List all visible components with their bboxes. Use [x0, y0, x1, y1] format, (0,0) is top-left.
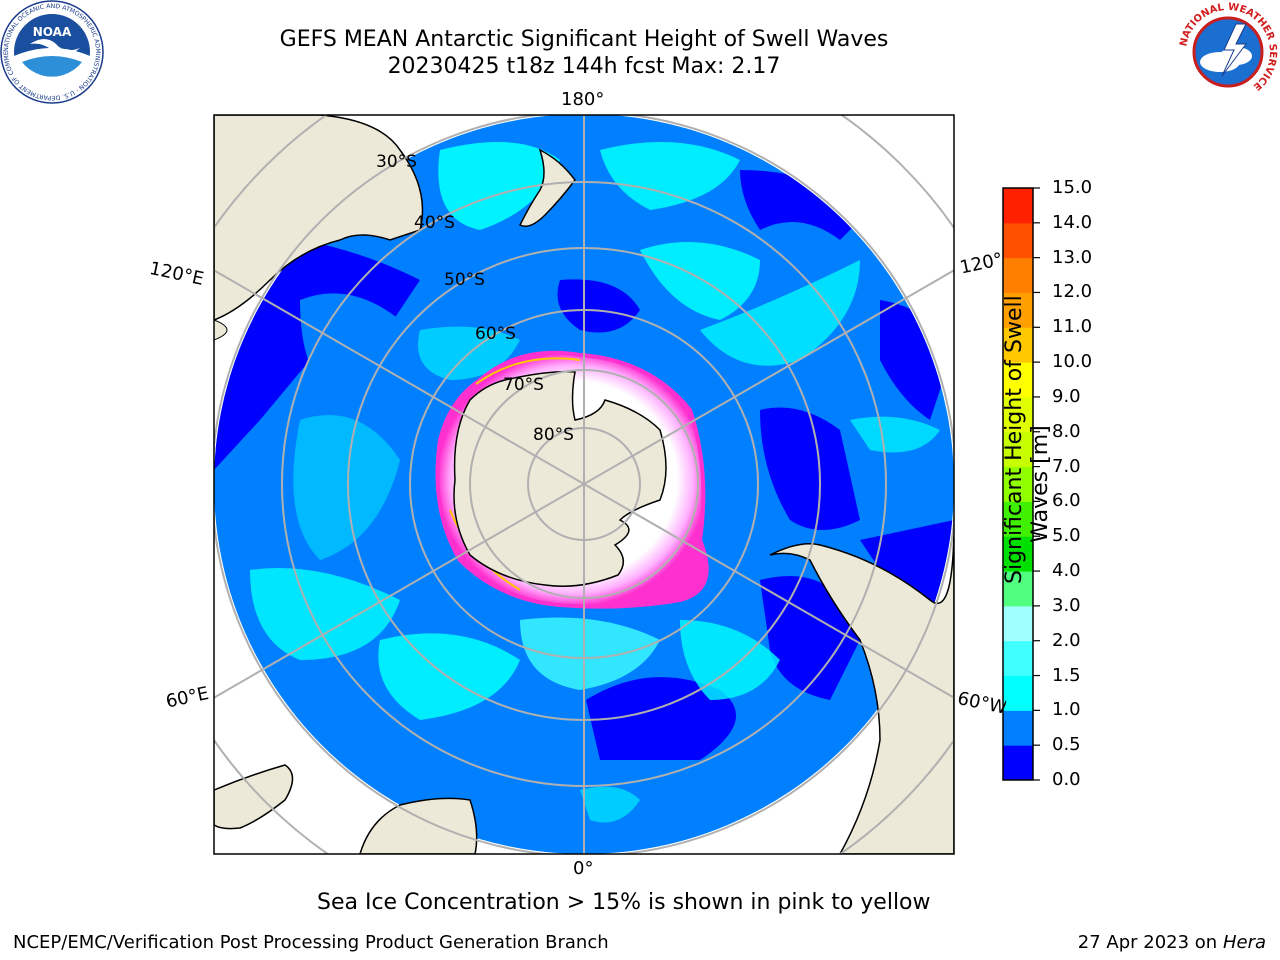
lon-label-180: 180°	[561, 89, 605, 110]
colorbar-bin	[1003, 188, 1033, 224]
colorbar-tick-label: 12.0	[1052, 281, 1093, 303]
land-madagascar	[214, 764, 294, 830]
colorbar-tick-label: 8.0	[1052, 420, 1081, 442]
colorbar-tick-label: 3.0	[1052, 594, 1081, 616]
colorbar-title: Significant Height of Swell Waves [m]	[1002, 295, 1053, 584]
noaa-logo-text: NOAA	[33, 25, 72, 39]
colorbar-bin	[1003, 640, 1033, 677]
land-new-zealand	[518, 148, 576, 227]
map-frame	[213, 114, 955, 855]
colorbar-bin	[1003, 362, 1033, 398]
lat-label-40s: 40°S	[414, 213, 455, 233]
footer-credit: NCEP/EMC/Verification Post Processing Pr…	[13, 932, 609, 953]
colorbar-bin	[1003, 396, 1033, 433]
colorbar-tick-label: 15.0	[1052, 177, 1093, 198]
nws-logo: NATIONAL WEATHER SERVICE	[1178, 2, 1278, 102]
colorbar-tick-label: 1.5	[1052, 664, 1081, 686]
land-africa	[359, 797, 478, 854]
land-south-america	[769, 519, 954, 854]
colorbar-bin	[1003, 257, 1033, 293]
colorbar-bin	[1003, 675, 1033, 711]
lat-label-30s: 30°S	[376, 152, 417, 172]
colorbar-tick-label: 0.0	[1052, 769, 1081, 790]
colorbar	[1003, 188, 1033, 781]
lat-label-70s: 70°S	[503, 375, 544, 395]
colorbar-bin	[1003, 745, 1033, 781]
colorbar-tick-label: 11.0	[1052, 316, 1093, 338]
lon-label-0: 0°	[573, 858, 594, 879]
colorbar-tick-label: 0.5	[1052, 734, 1081, 756]
noaa-logo: NOAA NATIONAL OCEANIC AND ATMOSPHERIC AD…	[0, 0, 104, 104]
colorbar-tick-label: 5.0	[1052, 525, 1081, 547]
lat-label-50s: 50°S	[444, 270, 485, 290]
colorbar-bin	[1003, 222, 1033, 259]
lat-label-80s: 80°S	[533, 425, 574, 445]
colorbar-tick-label: 6.0	[1052, 490, 1081, 512]
colorbar-tick-label: 14.0	[1052, 211, 1093, 233]
colorbar-bin	[1003, 466, 1033, 502]
colorbar-bin	[1003, 501, 1033, 537]
chart-title: GEFS MEAN Antarctic Significant Height o…	[279, 27, 889, 52]
colorbar-bin	[1003, 292, 1033, 328]
footer-date: 27 Apr 2023 on Hera	[1077, 932, 1266, 953]
lat-label-60s: 60°S	[475, 324, 516, 344]
colorbar-tick-label: 10.0	[1052, 351, 1093, 373]
colorbar-tick-label: 9.0	[1052, 385, 1081, 407]
colorbar-bin	[1003, 710, 1033, 746]
colorbar-bin	[1003, 431, 1033, 468]
colorbar-tick-label: 7.0	[1052, 455, 1081, 477]
colorbar-bin	[1003, 327, 1033, 363]
colorbar-bin	[1003, 571, 1033, 607]
colorbar-bin	[1003, 536, 1033, 572]
colorbar-tick-label: 2.0	[1052, 629, 1081, 651]
colorbar-bin	[1003, 605, 1033, 642]
colorbar-tick-label: 1.0	[1052, 699, 1081, 721]
colorbar-tick-label: 4.0	[1052, 560, 1081, 582]
colorbar-tick-label: 13.0	[1052, 246, 1093, 268]
chart-subtitle: 20230425 t18z 144h fcst Max: 2.17	[387, 54, 781, 79]
swell-region-low	[214, 240, 420, 470]
